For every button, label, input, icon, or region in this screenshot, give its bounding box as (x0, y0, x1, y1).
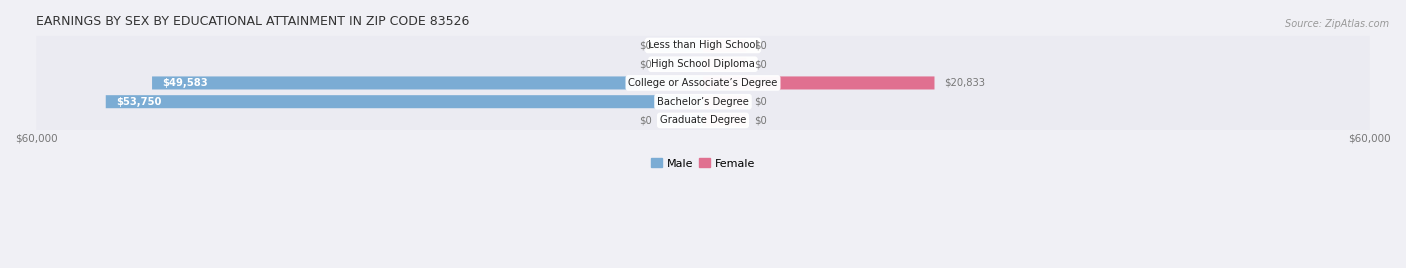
Text: Less than High School: Less than High School (648, 40, 758, 50)
FancyBboxPatch shape (703, 76, 935, 90)
FancyBboxPatch shape (37, 92, 1369, 111)
FancyBboxPatch shape (37, 55, 1369, 74)
Legend: Male, Female: Male, Female (647, 154, 759, 173)
FancyBboxPatch shape (37, 73, 1369, 92)
FancyBboxPatch shape (659, 58, 703, 71)
FancyBboxPatch shape (37, 111, 1369, 130)
Text: $0: $0 (638, 59, 651, 69)
FancyBboxPatch shape (703, 58, 747, 71)
Text: $0: $0 (755, 59, 768, 69)
Text: Graduate Degree: Graduate Degree (659, 116, 747, 125)
Text: $49,583: $49,583 (162, 78, 208, 88)
Text: Bachelor’s Degree: Bachelor’s Degree (657, 97, 749, 107)
FancyBboxPatch shape (703, 39, 747, 52)
Text: Source: ZipAtlas.com: Source: ZipAtlas.com (1285, 19, 1389, 29)
FancyBboxPatch shape (703, 95, 747, 108)
Text: $0: $0 (755, 116, 768, 125)
Text: $53,750: $53,750 (115, 97, 162, 107)
Text: College or Associate’s Degree: College or Associate’s Degree (628, 78, 778, 88)
FancyBboxPatch shape (659, 39, 703, 52)
FancyBboxPatch shape (37, 36, 1369, 55)
Text: $0: $0 (638, 40, 651, 50)
FancyBboxPatch shape (659, 114, 703, 127)
FancyBboxPatch shape (703, 114, 747, 127)
FancyBboxPatch shape (105, 95, 703, 108)
FancyBboxPatch shape (152, 76, 703, 90)
Text: $0: $0 (755, 97, 768, 107)
Text: $0: $0 (755, 40, 768, 50)
Text: $20,833: $20,833 (945, 78, 986, 88)
Text: EARNINGS BY SEX BY EDUCATIONAL ATTAINMENT IN ZIP CODE 83526: EARNINGS BY SEX BY EDUCATIONAL ATTAINMEN… (37, 15, 470, 28)
Text: $0: $0 (638, 116, 651, 125)
Text: High School Diploma: High School Diploma (651, 59, 755, 69)
